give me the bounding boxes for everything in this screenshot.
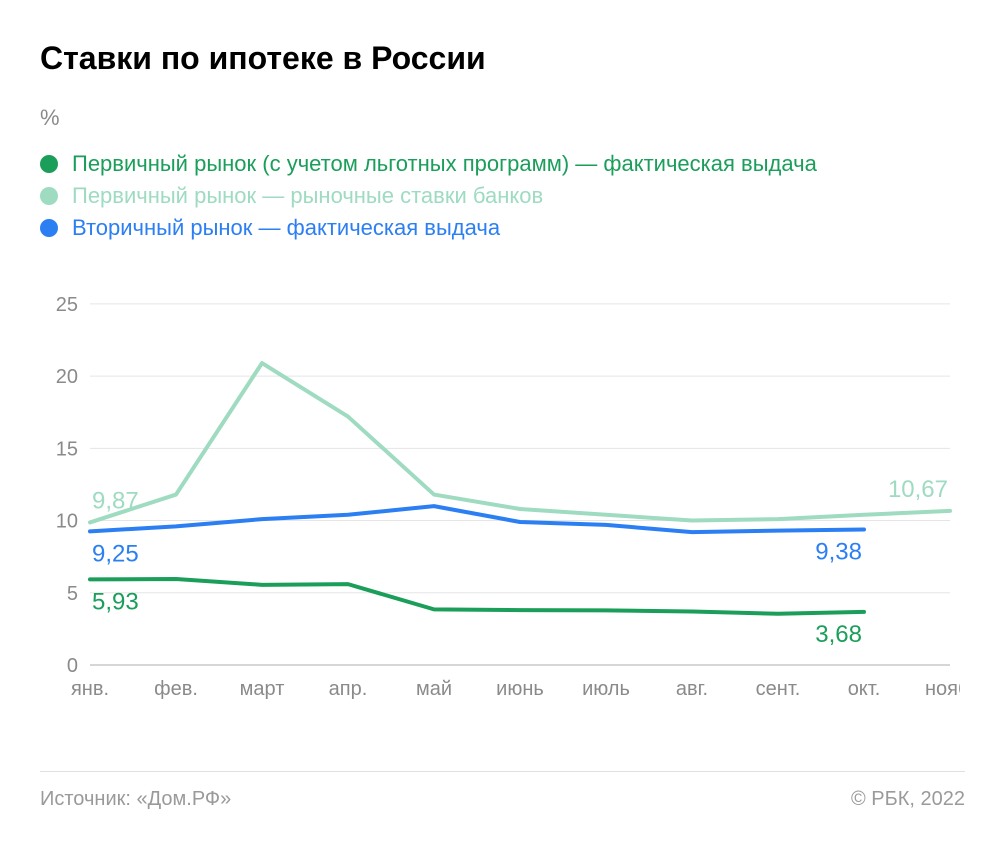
legend-label: Первичный рынок — рыночные ставки банков xyxy=(72,183,543,209)
svg-text:15: 15 xyxy=(56,438,78,460)
svg-text:сент.: сент. xyxy=(756,678,801,700)
legend-label: Вторичный рынок — фактическая выдача xyxy=(72,215,500,241)
svg-text:фев.: фев. xyxy=(154,678,198,700)
svg-text:нояб.: нояб. xyxy=(925,678,960,700)
legend-item-primary-actual: Первичный рынок (с учетом льготных прогр… xyxy=(40,151,965,177)
series-line-primary_market xyxy=(90,363,950,522)
end-label-secondary_actual: 9,38 xyxy=(815,539,862,566)
svg-text:20: 20 xyxy=(56,366,78,388)
svg-text:5: 5 xyxy=(67,583,78,605)
source-label: Источник: «Дом.РФ» xyxy=(40,788,231,811)
copyright-label: © РБК, 2022 xyxy=(851,788,965,811)
end-label-primary_market: 10,67 xyxy=(888,476,948,503)
svg-text:авг.: авг. xyxy=(676,678,708,700)
legend: Первичный рынок (с учетом льготных прогр… xyxy=(40,151,965,241)
footer: Источник: «Дом.РФ» © РБК, 2022 xyxy=(40,771,965,811)
svg-text:июнь: июнь xyxy=(496,678,544,700)
svg-text:янв.: янв. xyxy=(71,678,109,700)
svg-text:июль: июль xyxy=(582,678,630,700)
svg-text:10: 10 xyxy=(56,511,78,533)
chart-area: 0 5 10 15 20 25 янв. фев. март апр. май июнь июль авг… xyxy=(40,265,960,705)
legend-dot-icon xyxy=(40,155,58,173)
svg-text:апр.: апр. xyxy=(329,678,368,700)
unit-label: % xyxy=(40,105,965,131)
svg-text:0: 0 xyxy=(67,655,78,677)
svg-text:25: 25 xyxy=(56,294,78,316)
end-label-primary_actual: 3,68 xyxy=(815,621,862,648)
legend-item-secondary-actual: Вторичный рынок — фактическая выдача xyxy=(40,215,965,241)
chart-svg: 0 5 10 15 20 25 янв. фев. март апр. май июнь июль авг… xyxy=(40,265,960,705)
legend-item-primary-market: Первичный рынок — рыночные ставки банков xyxy=(40,183,965,209)
legend-dot-icon xyxy=(40,187,58,205)
svg-text:окт.: окт. xyxy=(848,678,881,700)
start-label-primary_market: 9,87 xyxy=(92,487,139,514)
svg-text:май: май xyxy=(416,678,452,700)
series-line-primary_actual xyxy=(90,579,864,614)
start-label-secondary_actual: 9,25 xyxy=(92,540,139,567)
svg-text:март: март xyxy=(240,678,285,700)
chart-title: Ставки по ипотеке в России xyxy=(40,40,965,77)
legend-dot-icon xyxy=(40,219,58,237)
start-label-primary_actual: 5,93 xyxy=(92,588,139,615)
legend-label: Первичный рынок (с учетом льготных прогр… xyxy=(72,151,817,177)
